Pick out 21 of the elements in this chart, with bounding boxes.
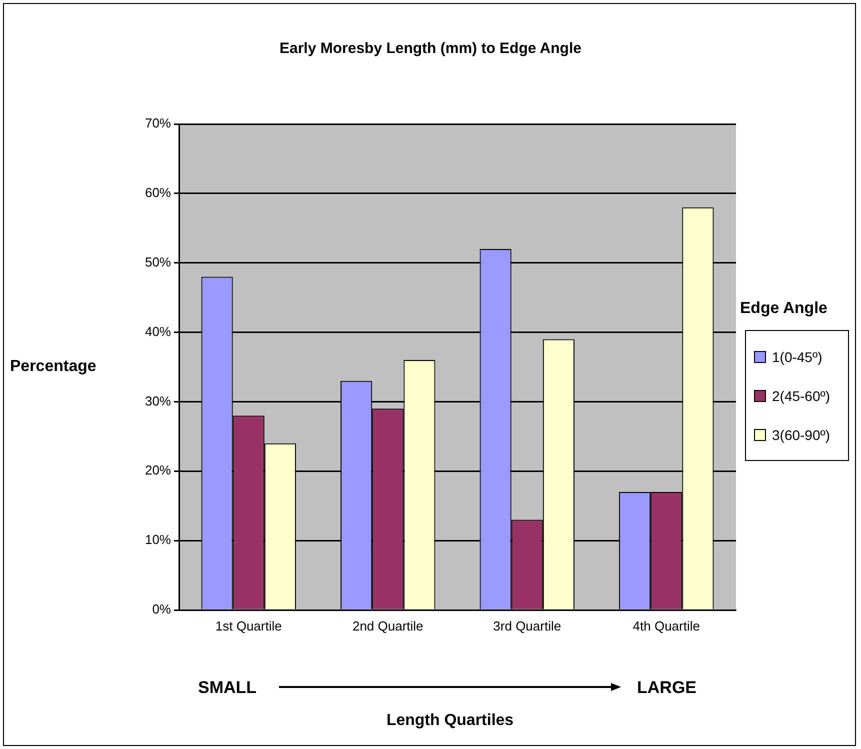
y-tick-label: 50%	[144, 254, 172, 270]
y-tick-label: 10%	[144, 532, 172, 548]
legend-title: Edge Angle	[740, 300, 828, 318]
x-tick-label: 3rd Quartile	[493, 618, 562, 634]
y-tick-label: 70%	[144, 116, 172, 131]
y-tick-label: 20%	[144, 462, 172, 478]
y-tick-label: 40%	[144, 324, 172, 339]
y-tick-label: 0%	[152, 602, 172, 617]
y-tick-label: 60%	[144, 185, 172, 200]
text: SMALL	[198, 678, 257, 698]
y-axis-title: Percentage	[10, 358, 96, 376]
text: LARGE	[637, 678, 696, 698]
x-tick-label: 1st Quartile	[215, 618, 282, 634]
legend-label: 2(45-60º)	[772, 388, 830, 404]
x-tick-label: 4th Quartile	[632, 618, 700, 634]
y-tick-label: 30%	[144, 393, 172, 408]
legend-label: 1(0-45º)	[772, 348, 822, 364]
chart-title: Early Moresby Length (mm) to Edge Angle	[278, 40, 582, 57]
x-axis-title: Length Quartiles	[385, 712, 515, 730]
legend-label: 3(60-90º)	[772, 426, 830, 442]
x-tick-label: 2nd Quartile	[352, 618, 424, 634]
